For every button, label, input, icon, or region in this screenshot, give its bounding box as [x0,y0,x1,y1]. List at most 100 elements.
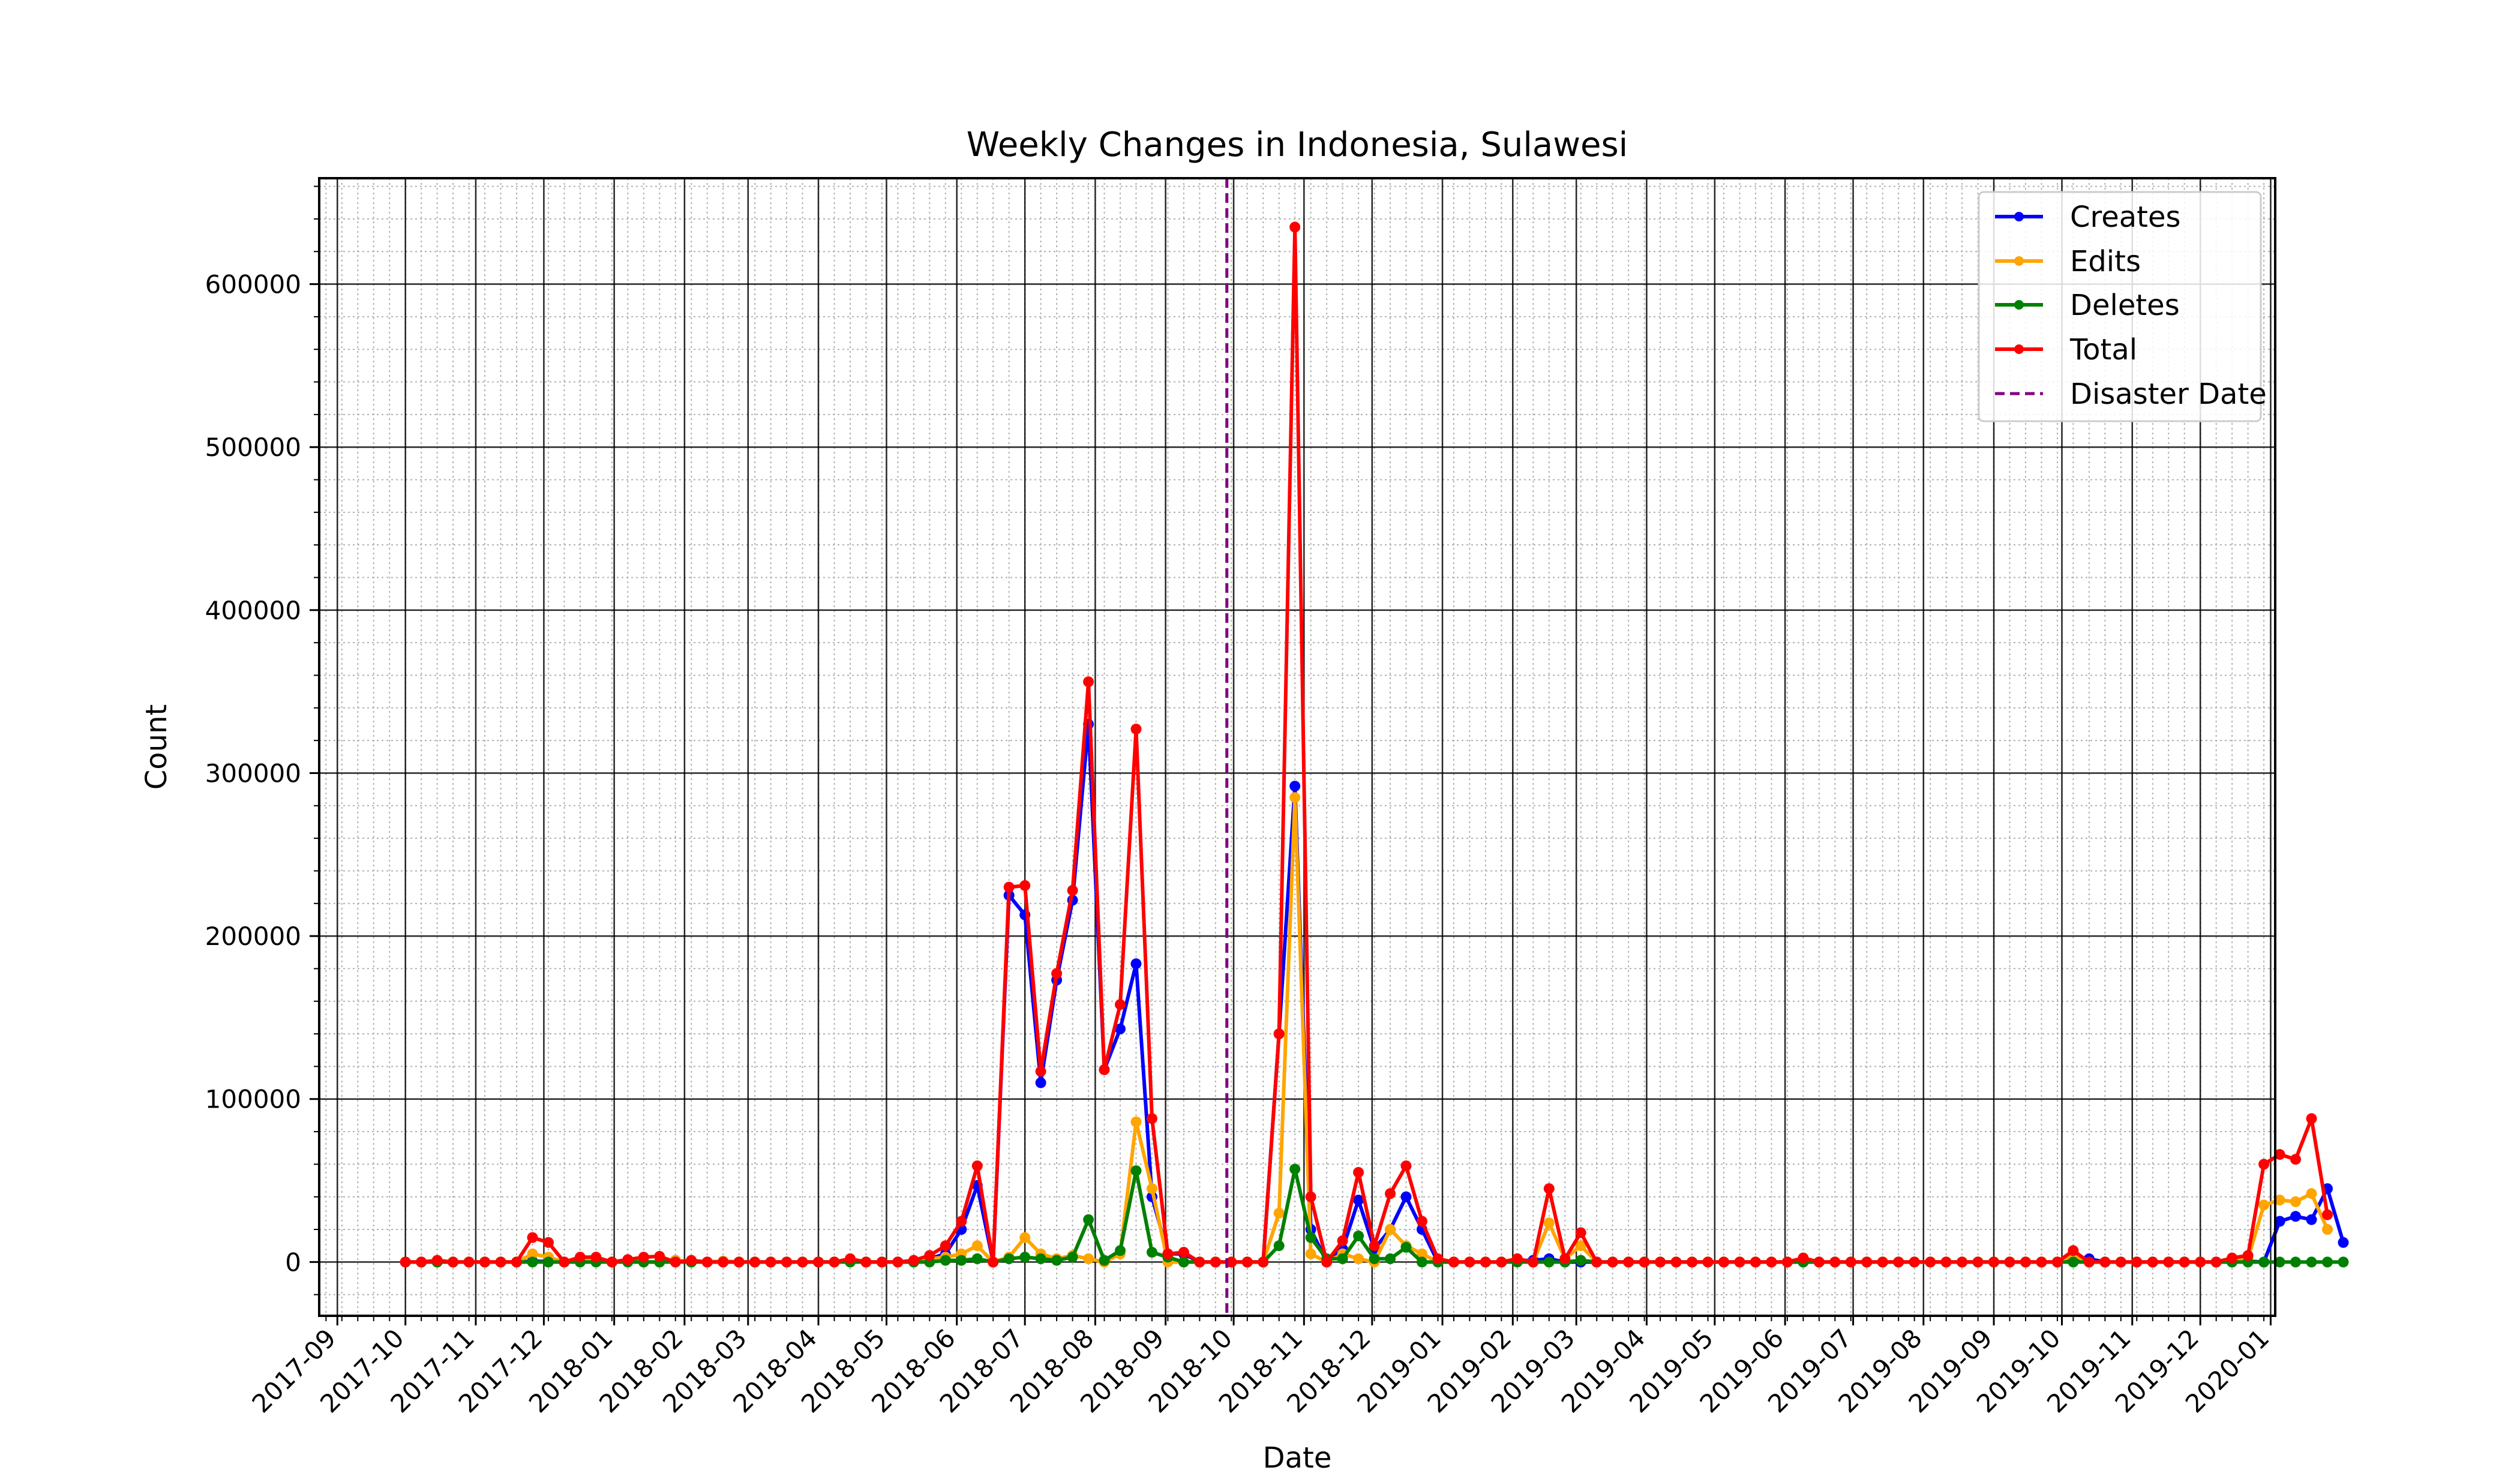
data-point-total [1575,1227,1586,1238]
data-point-deletes [2306,1256,2317,1268]
legend-item-deletes: Deletes [1995,289,2180,322]
data-point-deletes [2338,1256,2349,1268]
data-point-creates [1115,1023,1126,1034]
data-point-total [2004,1256,2015,1268]
data-point-edits [1353,1253,1364,1264]
data-point-total [956,1216,967,1227]
data-point-deletes [971,1253,983,1264]
data-point-total [638,1252,649,1263]
data-point-total [1893,1256,1904,1268]
data-point-deletes [1305,1232,1316,1243]
data-point-total [1718,1256,1729,1268]
data-point-total [1607,1256,1618,1268]
data-point-total [876,1256,887,1268]
data-point-total [2274,1149,2285,1160]
grid-major [319,178,2275,1316]
data-point-deletes [1337,1253,1348,1264]
data-point-edits [1385,1224,1396,1235]
data-point-total [479,1256,491,1268]
data-point-deletes [1067,1252,1078,1263]
data-point-deletes [1147,1247,1157,1258]
data-point-total [1369,1240,1380,1252]
data-point-deletes [1369,1253,1380,1264]
data-point-total [1781,1256,1793,1268]
data-point-deletes [1289,1163,1301,1175]
data-point-total [1702,1256,1714,1268]
data-point-total [527,1232,538,1243]
data-point-deletes [1178,1256,1189,1268]
y-tick-label: 500000 [205,433,301,462]
data-point-total [1115,999,1126,1010]
data-point-deletes [1019,1252,1031,1263]
data-point-total [733,1256,745,1268]
data-point-total [543,1237,554,1248]
data-point-total [1099,1064,1110,1075]
data-point-total [2115,1256,2126,1268]
plot-frame [318,177,2276,1317]
data-point-total [448,1256,459,1268]
data-point-total [1670,1256,1682,1268]
data-point-total [860,1256,872,1268]
data-point-creates [1035,1077,1046,1088]
data-point-total [892,1256,904,1268]
data-point-total [1480,1256,1491,1268]
data-point-total [1496,1256,1507,1268]
data-point-total [1734,1256,1745,1268]
data-point-total [2068,1245,2079,1256]
data-point-total [400,1256,411,1268]
data-point-deletes [956,1255,967,1266]
data-point-total [1337,1235,1348,1246]
data-point-total [1829,1256,1841,1268]
data-point-total [1417,1216,1427,1227]
data-point-total [2051,1256,2063,1268]
data-point-total [1083,676,1094,688]
data-point-total [1940,1256,1952,1268]
data-point-deletes [527,1256,538,1268]
data-point-total [940,1240,951,1252]
legend-item-total: Total [1995,333,2137,367]
data-point-total [1957,1256,1968,1268]
data-point-total [511,1256,522,1268]
data-point-edits [971,1240,983,1252]
data-point-deletes [1417,1256,1427,1268]
data-point-total [1861,1256,1873,1268]
data-point-deletes [2322,1256,2333,1268]
data-point-edits [1083,1253,1094,1264]
data-point-total [1178,1247,1189,1258]
data-point-total [1528,1256,1539,1268]
data-point-total [1035,1066,1046,1077]
data-point-total [1400,1160,1412,1172]
data-point-creates [1400,1191,1412,1202]
data-point-total [1241,1256,1253,1268]
data-point-total [1750,1256,1761,1268]
data-point-total [1385,1188,1396,1199]
data-point-edits [2322,1224,2333,1235]
data-point-edits [1019,1232,1031,1243]
data-point-total [971,1160,983,1172]
data-point-deletes [1083,1214,1094,1225]
data-point-total [2036,1256,2047,1268]
data-point-edits [1543,1217,1555,1229]
data-point-total [670,1256,681,1268]
data-point-edits [527,1248,538,1259]
legend-marker-creates [2014,212,2024,221]
data-point-total [654,1250,665,1262]
data-point-total [2290,1154,2301,1165]
data-point-deletes [1543,1256,1555,1268]
data-point-total [559,1256,570,1268]
data-point-deletes [1003,1253,1015,1264]
data-point-deletes [940,1255,951,1266]
y-tick-label: 300000 [205,758,301,788]
legend-box [1978,191,2262,422]
data-point-total [829,1256,840,1268]
data-point-total [1639,1256,1650,1268]
data-point-deletes [1400,1241,1412,1253]
data-point-total [686,1255,697,1266]
data-point-edits [1417,1248,1427,1259]
data-point-total [718,1256,729,1268]
legend-marker-edits [2014,256,2024,266]
data-point-total [1623,1256,1634,1268]
legend-marker-deletes [2014,300,2024,310]
data-point-total [1845,1256,1856,1268]
data-point-deletes [2258,1256,2270,1268]
